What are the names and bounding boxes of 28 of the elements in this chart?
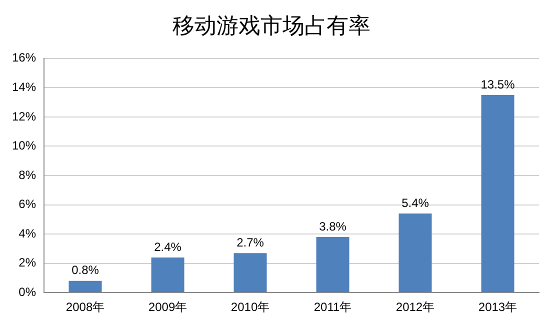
y-tick-label: 10% <box>12 138 36 153</box>
y-tick-label: 14% <box>12 80 36 94</box>
y-tick-label: 8% <box>18 168 36 182</box>
y-tick-label: 4% <box>18 226 36 240</box>
data-label: 2.4% <box>154 240 182 254</box>
y-tick-label: 12% <box>12 109 36 124</box>
data-label: 0.8% <box>72 263 100 278</box>
x-tick-label: 2012年 <box>396 300 435 314</box>
bar <box>151 257 184 292</box>
data-label: 5.4% <box>402 196 430 210</box>
x-tick-label: 2013年 <box>478 300 518 314</box>
y-tick-label: 0% <box>18 284 36 299</box>
chart-title: 移动游戏市场占有率 <box>172 14 370 39</box>
x-tick-label: 2011年 <box>314 300 352 314</box>
bar <box>316 236 350 292</box>
y-tick-label: 16% <box>12 50 36 65</box>
bar <box>234 253 267 292</box>
y-tick-label: 6% <box>18 197 36 212</box>
data-label: 3.8% <box>319 219 347 234</box>
x-tick-label: 2008年 <box>66 300 105 314</box>
bar <box>398 214 432 292</box>
data-label: 13.5% <box>480 77 516 92</box>
x-tick-label: 2009年 <box>148 300 188 314</box>
bar <box>68 280 102 292</box>
y-tick-label: 2% <box>18 256 36 270</box>
bar <box>481 94 514 292</box>
x-tick-label: 2010年 <box>230 300 270 314</box>
data-label: 2.7% <box>236 235 264 250</box>
